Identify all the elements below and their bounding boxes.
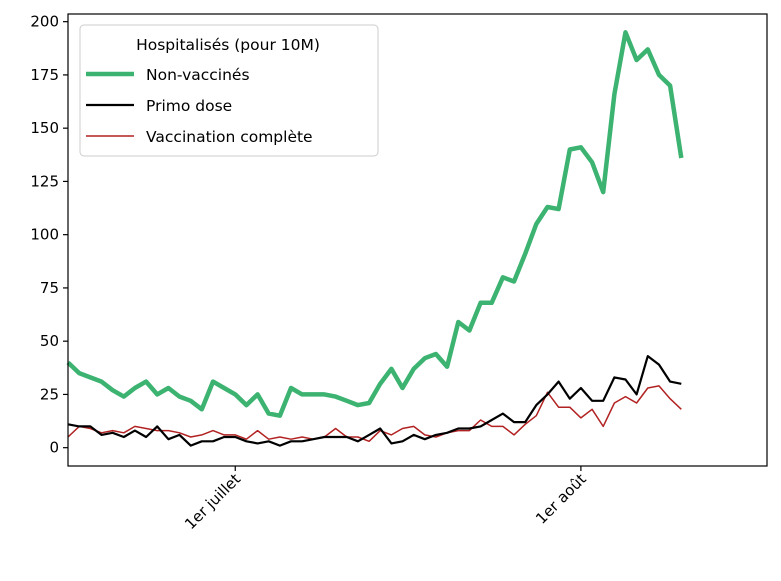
legend-label-non-vaccines: Non-vaccinés (146, 66, 250, 84)
y-tick-label: 25 (40, 385, 59, 403)
y-tick-label: 175 (30, 66, 59, 84)
legend-title: Hospitalisés (pour 10M) (136, 36, 320, 54)
y-tick-label: 0 (49, 439, 59, 457)
plot-frame (67, 13, 768, 467)
series-layer (66, 30, 684, 447)
y-tick-label: 125 (30, 172, 59, 190)
legend: Hospitalisés (pour 10M) Non-vaccinés Pri… (79, 24, 379, 157)
legend-label-vaccination-complete: Vaccination complète (146, 128, 313, 146)
series-line-vaccination-compl-te (67, 385, 682, 443)
y-tick-label: 200 (30, 13, 59, 31)
y-tick-label: 100 (30, 226, 59, 244)
legend-box (79, 24, 379, 157)
y-tick-label: 50 (40, 332, 59, 350)
y-tick-label: 150 (30, 119, 59, 137)
legend-label-primo-dose: Primo dose (146, 97, 232, 115)
series-line-primo-dose (67, 355, 682, 447)
series-line-non-vaccin-s (66, 30, 684, 418)
y-tick-label: 75 (40, 279, 59, 297)
